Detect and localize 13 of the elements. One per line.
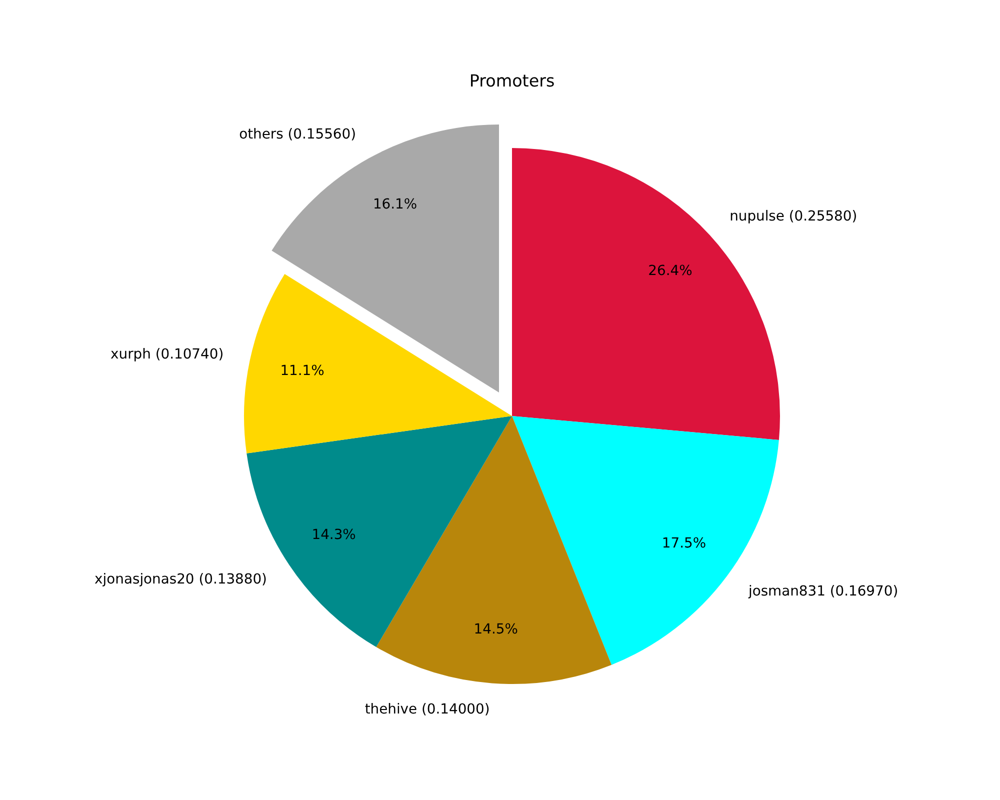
- data-label: 26.4%: [648, 262, 692, 279]
- slice-label: thehive (0.14000): [364, 702, 490, 718]
- slice-label: others (0.15560): [239, 126, 356, 142]
- slice-label: josman831 (0.16970): [747, 584, 898, 600]
- slice-label: xjonasjonas20 (0.13880): [94, 572, 267, 588]
- chart-title: Promoters: [469, 70, 555, 90]
- data-label: 11.1%: [280, 363, 324, 380]
- data-label: 14.5%: [474, 621, 518, 638]
- data-label: 16.1%: [372, 196, 418, 213]
- data-label: 17.5%: [662, 536, 706, 552]
- data-label: 14.3%: [312, 526, 356, 543]
- slice-label: xurph (0.10740): [110, 346, 224, 362]
- slice-label: nupulse (0.25580): [730, 208, 858, 225]
